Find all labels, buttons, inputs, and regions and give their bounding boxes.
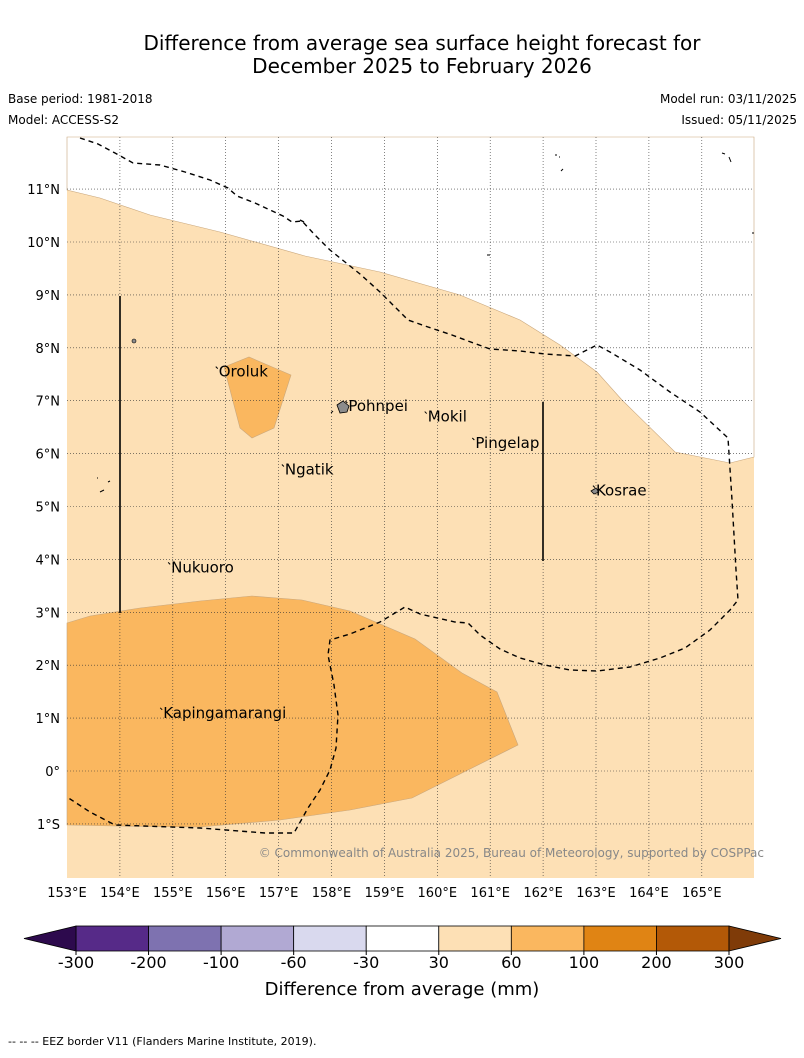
model-name: Model: ACCESS-S2 xyxy=(8,113,120,127)
map-figure: Oroluk Pohnpei Mokil Pingelap Ngatik Kosrae Nu… xyxy=(23,136,782,1000)
colorbar-swatch xyxy=(438,925,512,952)
pohnpei-island-shape xyxy=(336,400,350,414)
longitude-tick-label: 165°E xyxy=(682,886,722,901)
colorbar-swatch xyxy=(510,925,585,952)
colorbar-under-arrow xyxy=(23,925,77,952)
colorbar-over-arrow xyxy=(728,925,782,952)
latitude-tick-label: 9°N xyxy=(36,289,61,304)
longitude-tick-label: 158°E xyxy=(312,886,352,901)
longitude-tick-label: 160°E xyxy=(418,886,458,901)
colorbar-swatch xyxy=(583,925,657,952)
copyright-notice: © Commonwealth of Australia 2025, Bureau… xyxy=(259,846,764,860)
title-line-1: Difference from average sea surface heig… xyxy=(143,31,701,55)
colorbar-swatch xyxy=(75,925,149,952)
longitude-tick-label: 161°E xyxy=(470,886,510,901)
longitude-tick-label: 164°E xyxy=(629,886,669,901)
islet-shape xyxy=(555,154,564,172)
place-label-kosrae: Kosrae xyxy=(596,482,647,500)
place-label-ngatik: Ngatik xyxy=(285,460,334,478)
longitude-tick-label: 159°E xyxy=(365,886,405,901)
latitude-tick-label: 1°N xyxy=(36,712,61,727)
place-labels: Oroluk Pohnpei Mokil Pingelap Ngatik Kosrae Nu… xyxy=(159,363,647,722)
colorbar-label: Difference from average (mm) xyxy=(265,979,540,1000)
colorbar-tick-label: -200 xyxy=(130,953,166,972)
islet-shape xyxy=(330,410,334,414)
latitude-tick-label: 1°S xyxy=(37,818,60,833)
place-label-kapingamarangi: Kapingamarangi xyxy=(163,704,286,722)
place-marker xyxy=(167,561,171,565)
latitude-tick-label: 6°N xyxy=(36,448,61,463)
longitude-tick-label: 153°E xyxy=(47,886,87,901)
latitude-tick-label: 7°N xyxy=(36,395,61,410)
longitude-labels: 153°E 154°E 155°E 156°E 157°E 158°E 159°E 160°E… xyxy=(47,886,721,901)
place-marker xyxy=(281,464,285,467)
eez-border xyxy=(66,137,739,834)
anomaly-60-100-patch-oroluk xyxy=(223,356,292,439)
colorbar-tick-label: -300 xyxy=(58,953,94,972)
islet-shape xyxy=(721,152,732,163)
colorbar-tick-label: 200 xyxy=(641,953,672,972)
map-title: Difference from average sea surface heig… xyxy=(0,32,804,78)
eez-footnote: -- -- -- EEZ border V11 (Flanders Marine… xyxy=(8,1035,317,1048)
latitude-tick-label: 8°N xyxy=(36,342,61,357)
colorbar-swatch xyxy=(656,925,730,952)
kosrae-island-shape xyxy=(590,487,600,495)
graticule xyxy=(67,137,754,878)
model-run-date: Model run: 03/11/2025 xyxy=(659,92,797,106)
place-marker xyxy=(471,437,475,441)
colorbar: -300 -200 -100 -60 -30 30 60 100 200 300 xyxy=(23,925,782,972)
place-marker xyxy=(159,707,163,711)
latitude-tick-label: 3°N xyxy=(36,606,61,621)
latitude-tick-label: 2°N xyxy=(36,659,61,674)
longitude-tick-label: 157°E xyxy=(259,886,299,901)
place-label-oroluk: Oroluk xyxy=(219,363,268,381)
place-marker xyxy=(424,411,428,414)
base-period: Base period: 1981-2018 xyxy=(8,92,153,106)
eez-border-fragment xyxy=(299,219,305,223)
longitude-tick-label: 162°E xyxy=(523,886,563,901)
place-marker xyxy=(215,366,219,369)
latitude-tick-label: 11°N xyxy=(27,183,60,198)
colorbar-tick-label: -30 xyxy=(353,953,379,972)
colorbar-tick-label: 300 xyxy=(714,953,745,972)
longitude-tick-label: 155°E xyxy=(153,886,193,901)
latitude-labels: 11°N 10°N 9°N 8°N 7°N 6°N 5°N 4°N 3°N 2°N 1°N 0° 1°S xyxy=(27,183,60,833)
anomaly-neutral-area xyxy=(66,136,755,464)
anomaly-60-100-area-south xyxy=(66,595,519,828)
islands xyxy=(97,152,754,495)
place-marker xyxy=(345,400,348,404)
colorbar-swatch xyxy=(365,925,440,952)
colorbar-tick-label: -100 xyxy=(203,953,239,972)
longitude-tick-label: 163°E xyxy=(576,886,616,901)
latitude-tick-label: 4°N xyxy=(36,553,61,568)
colorbar-swatch xyxy=(220,925,295,952)
latitude-tick-label: 10°N xyxy=(27,236,60,251)
colorbar-tick-label: 100 xyxy=(569,953,600,972)
issued-date: Issued: 05/11/2025 xyxy=(681,113,797,127)
longitude-tick-label: 154°E xyxy=(100,886,140,901)
place-label-mokil: Mokil xyxy=(428,408,467,426)
colorbar-tick-label: 60 xyxy=(501,953,521,972)
colorbar-tick-label: 30 xyxy=(429,953,449,972)
place-label-pohnpei: Pohnpei xyxy=(348,397,408,415)
latitude-tick-label: 0° xyxy=(45,765,60,780)
atoll-shape xyxy=(131,338,137,344)
colorbar-tick-label: -60 xyxy=(281,953,307,972)
colorbar-swatch xyxy=(293,925,367,952)
place-marker xyxy=(592,485,596,488)
islet-shape xyxy=(97,477,111,493)
colorbar-swatch xyxy=(148,925,222,952)
longitude-tick-label: 156°E xyxy=(206,886,246,901)
place-label-nukuoro: Nukuoro xyxy=(171,558,234,576)
title-line-2: December 2025 to February 2026 xyxy=(252,54,592,78)
place-label-pingelap: Pingelap xyxy=(475,434,539,452)
latitude-tick-label: 5°N xyxy=(36,501,61,516)
